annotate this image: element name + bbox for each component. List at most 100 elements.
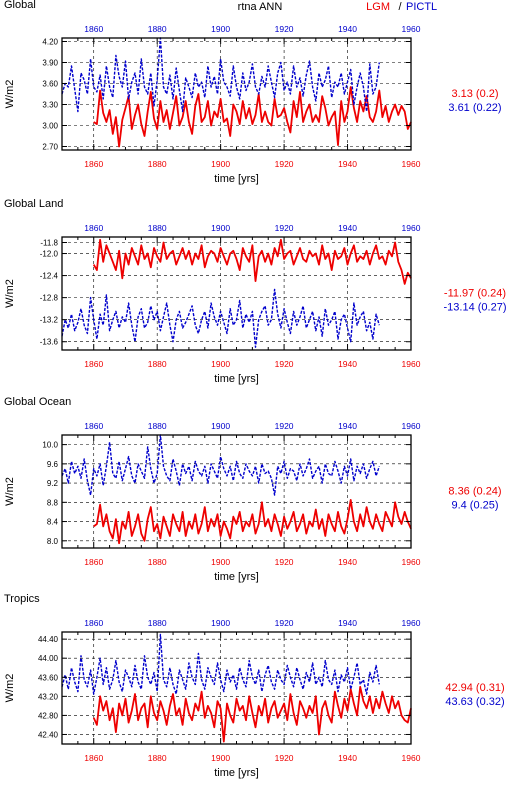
series-line-pictl <box>61 434 380 496</box>
panel-1: Global Land -11.8 -12.0 -12.4 -12.8 -13.2 -13.… <box>4 198 506 385</box>
x-tick-label-bottom: 1900 <box>211 159 230 169</box>
x-tick-label-top: 1940 <box>338 24 357 34</box>
x-tick-label-bottom: 1860 <box>84 753 103 763</box>
x-tick-label-top: 1860 <box>84 223 103 233</box>
x-tick-label-top: 1920 <box>275 223 294 233</box>
x-tick-label-top: 1900 <box>211 421 230 431</box>
legend-pictl: PICTL <box>406 1 437 13</box>
legend-separator: / <box>398 1 402 13</box>
x-tick-label-bottom: 1960 <box>402 159 421 169</box>
series-line-pictl <box>61 37 380 113</box>
x-axis-label: time [yrs] <box>214 767 259 779</box>
series-line-pictl <box>61 633 380 695</box>
x-tick-label-top: 1920 <box>275 421 294 431</box>
x-tick-label-top: 1900 <box>211 618 230 628</box>
x-tick-label-top: 1960 <box>402 24 421 34</box>
stat-annotation-lgm: -11.97 (0.24) <box>444 288 506 300</box>
series-line-lgm <box>93 86 412 148</box>
y-axis-label: W/m2 <box>4 279 16 308</box>
x-tick-label-top: 1900 <box>211 24 230 34</box>
y-tick-label: 2.70 <box>42 143 58 152</box>
stat-annotation-lgm: 3.13 (0.2) <box>451 88 498 100</box>
y-tick-label: 8.4 <box>47 518 59 527</box>
y-tick-label: 8.8 <box>47 498 59 507</box>
stat-annotation-lgm: 42.94 (0.31) <box>445 682 504 694</box>
x-tick-label-bottom: 1880 <box>148 557 167 567</box>
series-line-pictl <box>61 288 380 348</box>
x-tick-label-bottom: 1960 <box>402 753 421 763</box>
panel-2: Global Ocean 10.0 9.6 9.2 8.8 8.4 8.0 1860 1880 1… <box>4 396 502 583</box>
x-tick-label-bottom: 1940 <box>338 359 357 369</box>
x-tick-label-bottom: 1880 <box>148 359 167 369</box>
x-tick-label-top: 1940 <box>338 421 357 431</box>
y-tick-label: -13.6 <box>40 338 59 347</box>
x-tick-label-top: 1860 <box>84 618 103 628</box>
y-tick-label: 44.40 <box>38 635 59 644</box>
x-tick-label-bottom: 1920 <box>275 557 294 567</box>
y-tick-label: -12.4 <box>40 272 59 281</box>
stat-annotation-pictl: 3.61 (0.22) <box>448 102 501 114</box>
series-line-lgm <box>93 498 412 545</box>
y-tick-label: 10.0 <box>42 441 58 450</box>
x-tick-label-top: 1880 <box>148 618 167 628</box>
y-tick-label: 44.00 <box>38 654 59 663</box>
stat-annotation-pictl: 9.4 (0.25) <box>451 500 498 512</box>
stat-annotation-pictl: -13.14 (0.27) <box>444 302 507 314</box>
y-tick-label: 9.2 <box>47 479 59 488</box>
stat-annotation-lgm: 8.36 (0.24) <box>448 486 501 498</box>
x-tick-label-bottom: 1920 <box>275 359 294 369</box>
plot-frame <box>61 37 412 151</box>
stat-annotation-pictl: 43.63 (0.32) <box>445 696 504 708</box>
x-tick-label-top: 1920 <box>275 618 294 628</box>
series-line-lgm <box>92 238 412 285</box>
x-tick-label-bottom: 1900 <box>211 753 230 763</box>
x-tick-label-bottom: 1860 <box>84 159 103 169</box>
x-tick-label-bottom: 1940 <box>338 159 357 169</box>
x-tick-label-top: 1960 <box>402 618 421 628</box>
panel-0: Global 4.20 3.90 3.60 3.30 3.00 2.70 1860 1880 19… <box>4 0 502 185</box>
panel-title: Tropics <box>4 593 40 605</box>
x-tick-label-bottom: 1900 <box>211 557 230 567</box>
x-tick-label-top: 1920 <box>275 24 294 34</box>
x-tick-label-bottom: 1900 <box>211 359 230 369</box>
y-tick-label: 42.80 <box>38 711 59 720</box>
y-tick-label: 3.90 <box>42 59 58 68</box>
x-tick-label-bottom: 1920 <box>275 159 294 169</box>
panel-title: Global Land <box>4 198 63 210</box>
x-tick-label-bottom: 1860 <box>84 359 103 369</box>
x-axis-label: time [yrs] <box>214 571 259 583</box>
panel-3: Tropics 44.40 44.00 43.60 43.20 42.80 42.40 186… <box>4 593 505 779</box>
x-tick-label-bottom: 1880 <box>148 753 167 763</box>
series-line-lgm <box>92 685 412 743</box>
legend-lgm: LGM <box>366 1 390 13</box>
x-tick-label-top: 1960 <box>402 223 421 233</box>
y-axis-label: W/m2 <box>4 80 16 109</box>
y-tick-label: 9.6 <box>47 460 59 469</box>
y-axis-label: W/m2 <box>4 477 16 506</box>
x-tick-label-top: 1880 <box>148 24 167 34</box>
y-tick-label: -13.2 <box>40 316 59 325</box>
x-axis-label: time [yrs] <box>214 373 259 385</box>
y-tick-label: 3.30 <box>42 101 58 110</box>
x-tick-label-bottom: 1880 <box>148 159 167 169</box>
y-axis-label: W/m2 <box>4 674 16 703</box>
y-tick-label: 3.00 <box>42 122 58 131</box>
y-tick-label: -12.0 <box>40 250 59 259</box>
x-tick-label-bottom: 1920 <box>275 753 294 763</box>
x-tick-label-bottom: 1960 <box>402 359 421 369</box>
figure-header: rtna ANN LGM / PICTL <box>238 1 438 13</box>
panel-title: Global <box>4 0 36 11</box>
x-tick-label-top: 1880 <box>148 421 167 431</box>
y-tick-label: 8.0 <box>47 537 59 546</box>
x-tick-label-top: 1880 <box>148 223 167 233</box>
y-tick-label: 3.60 <box>42 80 58 89</box>
x-tick-label-top: 1900 <box>211 223 230 233</box>
variable-label: rtna ANN <box>238 1 283 13</box>
x-tick-label-bottom: 1940 <box>338 753 357 763</box>
y-tick-label: 43.20 <box>38 692 59 701</box>
panel-title: Global Ocean <box>4 396 71 408</box>
x-tick-label-top: 1860 <box>84 24 103 34</box>
y-tick-label: -12.8 <box>40 294 59 303</box>
chart-panels: Global 4.20 3.90 3.60 3.30 3.00 2.70 1860 1880 19… <box>4 0 506 779</box>
